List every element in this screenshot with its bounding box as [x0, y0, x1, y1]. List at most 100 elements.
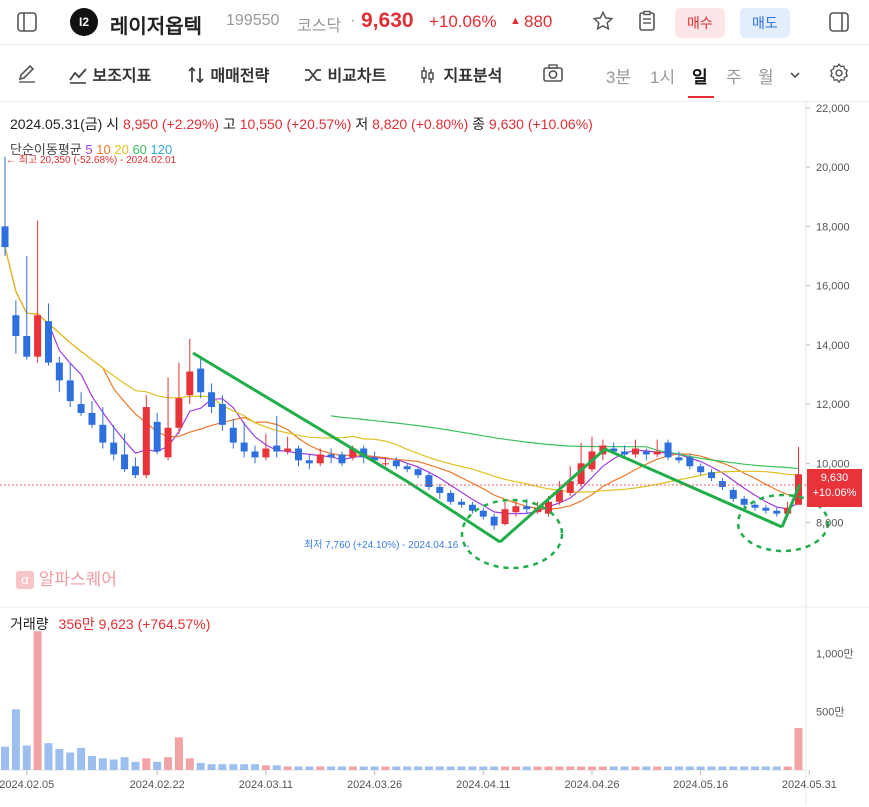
candle-body [490, 516, 498, 526]
volume-bar [348, 766, 357, 770]
stock-header: I2 레이저옵텍 199550 코스닥 · 9,630 +10.06% ▲ 88… [0, 0, 869, 45]
downtrend-line-3 [604, 447, 783, 529]
ma5-line [4, 246, 799, 515]
compare-chart-label: 비교차트 [327, 68, 387, 85]
volume-bar [294, 766, 303, 770]
candle-body [55, 362, 63, 381]
price-volume-chart[interactable]: 8,000 10,000 12,000 14,000 16,000 18,000 20,00… [0, 102, 869, 807]
high-label: 고 [222, 116, 236, 132]
candle-body [392, 460, 400, 467]
candles-icon [421, 67, 434, 83]
compare-chart-button[interactable]: 비교차트 [303, 62, 386, 86]
candle-body [327, 454, 335, 458]
price-tick-label: 12,000 [816, 399, 850, 411]
volume-bar [66, 752, 75, 770]
volume-value: 356만 9,623 (+764.57%) [58, 616, 211, 632]
volume-bar [446, 766, 455, 770]
candle-body [273, 445, 281, 452]
right-arrow-icon: → [461, 540, 472, 551]
period-day[interactable]: 일 [692, 68, 708, 87]
indicator-analysis-button[interactable]: 지표분석 [419, 62, 502, 86]
candle-body [751, 504, 759, 508]
price-tick-label: 18,000 [816, 221, 850, 233]
volume-bar [674, 766, 683, 770]
ma-label: 단순이동평균 [10, 142, 82, 157]
candle-body [686, 457, 694, 467]
candle-body [12, 315, 20, 336]
candle-body [664, 442, 672, 458]
company-logo: I2 [70, 8, 98, 36]
volume-bar [11, 709, 20, 770]
volume-bar [359, 766, 368, 770]
candle-body [305, 460, 313, 464]
candle-body [294, 448, 302, 461]
notes-icon[interactable] [636, 10, 658, 37]
price-tick-label: 8,000 [816, 518, 844, 530]
candle-body [501, 509, 509, 525]
bottom-circle-1 [460, 498, 564, 570]
chevron-down-icon[interactable] [789, 67, 801, 85]
candle-body [729, 489, 737, 499]
sell-button[interactable]: 매도 [740, 8, 790, 38]
period-month[interactable]: 월 [758, 68, 774, 87]
period-3min[interactable]: 3분 [606, 68, 632, 87]
price-tick-label: 20,000 [816, 162, 850, 174]
volume-bar [174, 737, 183, 770]
volume-bar [772, 766, 781, 770]
period-1hour[interactable]: 1시 [650, 68, 676, 87]
candle-body [349, 448, 357, 458]
ma10-label: 10 [96, 142, 111, 157]
candle-body [186, 371, 194, 396]
volume-bar [370, 766, 379, 770]
date-tick-label: 2024.03.11 [239, 779, 293, 791]
candle-body [99, 424, 107, 443]
volume-bar [44, 743, 53, 770]
star-icon[interactable] [592, 10, 614, 37]
volume-tick-label: 500만 [816, 706, 844, 719]
volume-tick-label: 1,000만 [816, 647, 854, 660]
volume-bar [761, 766, 770, 770]
settings-gear-icon[interactable] [828, 62, 850, 89]
volume-bar [522, 766, 531, 770]
candle-body [371, 457, 379, 461]
max-annotation: ← 최고 20,350 (-52.68%) - 2024.02.01 [6, 151, 176, 166]
volume-bar [501, 766, 510, 770]
volume-bar [22, 745, 31, 770]
period-week[interactable]: 주 [726, 68, 742, 87]
volume-bar [457, 766, 466, 770]
open-value: 8,950 (+2.29%) [122, 116, 220, 132]
candle-body [66, 380, 74, 402]
volume-bar [609, 766, 618, 770]
change-amount: 880 [524, 12, 553, 31]
pencil-icon[interactable] [16, 62, 38, 89]
volume-bar [414, 766, 423, 770]
trade-strategy-button[interactable]: 매매전략 [186, 62, 269, 86]
ma120-label: 120 [150, 142, 173, 157]
volume-bar [218, 764, 227, 770]
panel-toggle-icon[interactable] [828, 11, 850, 38]
volume-bar [142, 758, 151, 770]
volume-bar [403, 766, 412, 770]
sidebar-toggle-icon[interactable] [16, 11, 38, 38]
candle-body [262, 448, 270, 458]
volume-bar [577, 766, 586, 770]
downtrend-line-2 [407, 480, 501, 544]
camera-icon[interactable] [542, 63, 564, 88]
date-tick-label: 2024.05.31 [782, 779, 837, 791]
candle-body [240, 442, 248, 452]
volume-bar [783, 766, 792, 770]
buy-button[interactable]: 매수 [675, 8, 725, 38]
aux-indicator-button[interactable]: 보조지표 [68, 62, 151, 86]
strategy-icon [188, 66, 204, 84]
candle-body [284, 448, 292, 452]
low-value: 8,820 (+0.80%) [372, 116, 469, 132]
shuffle-icon [305, 69, 321, 81]
ma20-line [4, 246, 799, 493]
low-label: 저 [355, 116, 369, 132]
close-value: 9,630 (+10.06%) [488, 116, 593, 132]
volume-bar [251, 764, 260, 770]
volume-bar [55, 749, 64, 770]
volume-bar [87, 756, 96, 770]
volume-bar [153, 761, 162, 770]
volume-bar [631, 766, 640, 770]
